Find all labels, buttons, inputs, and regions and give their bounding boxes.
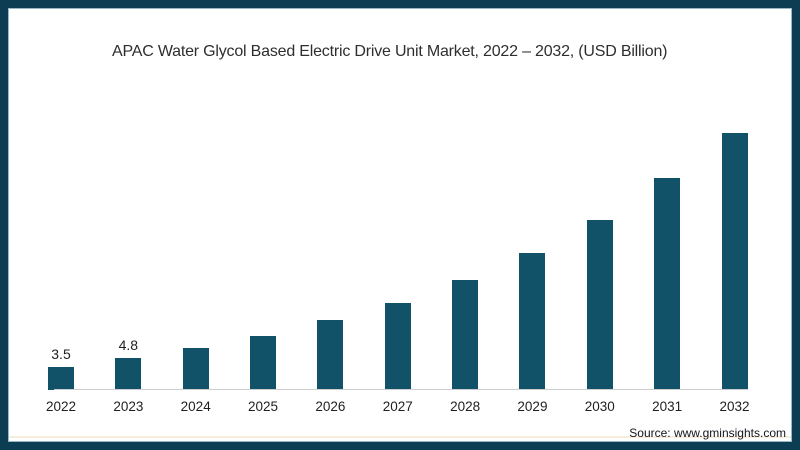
bar-2023 <box>115 357 142 390</box>
bottom-accent-line <box>9 436 791 438</box>
bar-2032 <box>721 132 748 390</box>
x-axis-label-2026: 2026 <box>315 399 346 414</box>
bar-2026 <box>317 320 344 390</box>
x-axis-line <box>54 389 748 390</box>
bar-2030 <box>586 219 613 390</box>
chart-title: APAC Water Glycol Based Electric Drive U… <box>112 43 668 60</box>
x-axis-label-2031: 2031 <box>652 399 683 414</box>
bar-2024 <box>182 347 209 390</box>
bar-2029 <box>519 253 546 390</box>
x-axis-label-2029: 2029 <box>517 399 548 414</box>
bar-2028 <box>452 280 479 390</box>
bar-2025 <box>250 335 277 390</box>
x-axis-label-2028: 2028 <box>450 399 481 414</box>
bar-value-label-2023: 4.8 <box>118 336 139 353</box>
x-axis-label-2032: 2032 <box>719 399 750 414</box>
x-axis-label-2023: 2023 <box>113 399 144 414</box>
bar-2022 <box>48 366 74 390</box>
source-note: Source: www.gminsights.com <box>629 426 786 440</box>
bar-value-label-2022: 3.5 <box>51 345 71 362</box>
x-axis-label-2030: 2030 <box>584 399 615 414</box>
bar-2027 <box>384 302 411 390</box>
x-axis-label-2027: 2027 <box>382 399 413 414</box>
x-axis-label-2024: 2024 <box>180 399 211 414</box>
x-axis-label-2025: 2025 <box>248 399 279 414</box>
bar-2031 <box>654 178 681 390</box>
x-axis-label-2022: 2022 <box>45 399 77 414</box>
